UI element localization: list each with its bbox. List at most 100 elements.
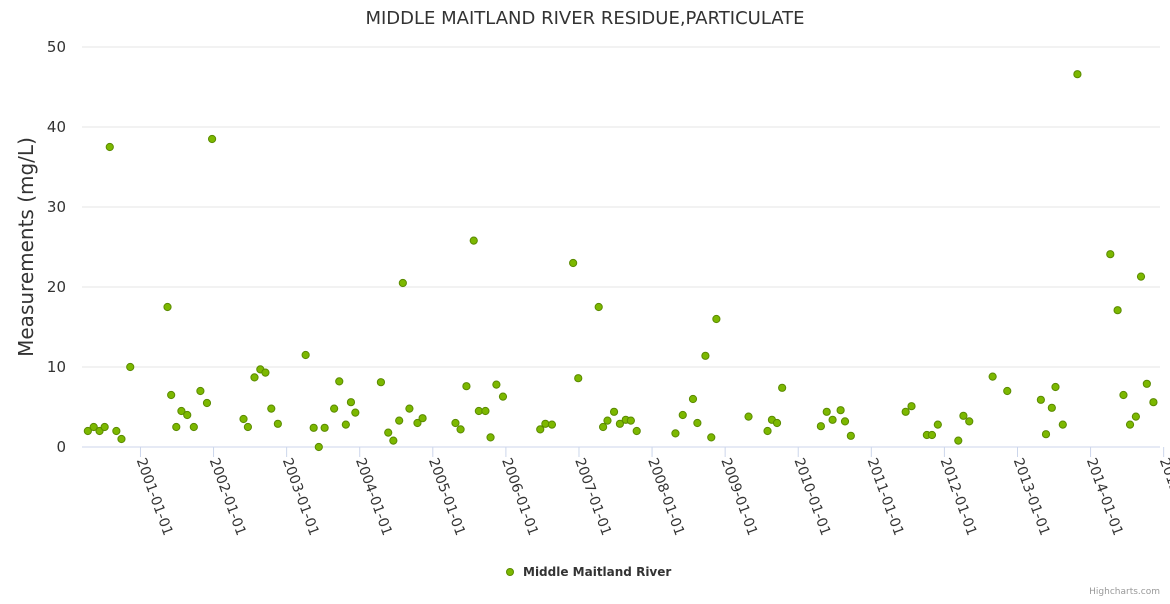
data-point[interactable]: [301, 350, 310, 360]
data-point[interactable]: [598, 422, 608, 432]
data-point[interactable]: [927, 430, 937, 440]
data-point[interactable]: [481, 406, 490, 416]
data-point[interactable]: [574, 374, 583, 383]
legend[interactable]: Middle Maitland River: [506, 565, 672, 579]
data-point[interactable]: [988, 372, 997, 381]
data-point[interactable]: [413, 418, 422, 428]
data-point[interactable]: [536, 425, 545, 434]
data-point[interactable]: [1106, 250, 1115, 259]
data-point[interactable]: [456, 425, 465, 434]
data-point[interactable]: [965, 417, 974, 426]
data-point[interactable]: [822, 407, 831, 416]
data-point[interactable]: [933, 420, 942, 429]
data-point[interactable]: [1003, 386, 1012, 396]
data-point[interactable]: [901, 407, 910, 416]
data-point[interactable]: [239, 414, 248, 424]
data-point[interactable]: [907, 402, 916, 411]
data-point[interactable]: [603, 416, 612, 425]
data-point[interactable]: [486, 433, 495, 442]
data-point[interactable]: [83, 426, 92, 436]
data-point[interactable]: [712, 314, 721, 324]
data-point[interactable]: [1041, 430, 1051, 439]
data-point[interactable]: [267, 404, 276, 413]
data-point[interactable]: [1142, 379, 1151, 388]
data-point[interactable]: [261, 368, 270, 377]
data-point[interactable]: [547, 420, 557, 429]
data-point[interactable]: [492, 380, 501, 389]
data-point[interactable]: [346, 398, 356, 407]
data-point[interactable]: [243, 422, 253, 432]
data-point[interactable]: [744, 412, 753, 421]
data-point[interactable]: [816, 422, 825, 431]
data-point[interactable]: [89, 422, 98, 432]
data-point[interactable]: [398, 278, 407, 288]
data-point[interactable]: [954, 436, 963, 445]
data-point[interactable]: [189, 422, 198, 432]
data-point[interactable]: [126, 362, 135, 372]
data-point[interactable]: [405, 404, 414, 413]
data-point[interactable]: [384, 428, 393, 437]
data-point[interactable]: [376, 378, 386, 387]
data-point[interactable]: [105, 142, 114, 152]
data-point[interactable]: [1136, 272, 1146, 281]
data-point[interactable]: [1073, 70, 1082, 79]
data-point[interactable]: [1051, 382, 1060, 392]
data-point[interactable]: [498, 392, 508, 401]
data-point[interactable]: [469, 236, 478, 245]
data-point[interactable]: [772, 418, 782, 428]
data-point[interactable]: [626, 416, 635, 425]
data-point[interactable]: [828, 415, 837, 424]
data-point[interactable]: [1131, 412, 1140, 421]
data-point[interactable]: [112, 426, 121, 436]
data-point[interactable]: [250, 373, 259, 382]
data-point[interactable]: [701, 351, 710, 360]
data-point[interactable]: [615, 419, 625, 428]
data-point[interactable]: [207, 134, 217, 144]
data-point[interactable]: [1058, 420, 1067, 429]
data-point[interactable]: [671, 429, 680, 438]
data-point[interactable]: [389, 436, 398, 445]
data-point[interactable]: [707, 433, 716, 442]
data-point[interactable]: [594, 302, 603, 312]
legend-marker[interactable]: [506, 568, 514, 576]
data-point[interactable]: [117, 434, 126, 444]
legend-label[interactable]: Middle Maitland River: [523, 565, 671, 579]
data-point[interactable]: [1036, 395, 1045, 404]
data-point[interactable]: [1047, 403, 1056, 412]
data-point[interactable]: [309, 423, 318, 432]
data-point[interactable]: [632, 426, 641, 436]
data-point[interactable]: [172, 422, 181, 432]
data-point[interactable]: [688, 394, 698, 404]
data-point[interactable]: [541, 419, 550, 428]
data-point[interactable]: [418, 414, 427, 423]
data-point[interactable]: [273, 419, 282, 428]
data-point[interactable]: [177, 406, 186, 416]
data-point[interactable]: [163, 302, 172, 312]
data-point[interactable]: [335, 377, 344, 386]
data-point[interactable]: [351, 408, 360, 417]
data-point[interactable]: [202, 398, 212, 408]
data-point[interactable]: [763, 426, 772, 436]
data-point[interactable]: [609, 407, 619, 416]
data-point[interactable]: [314, 442, 323, 452]
data-point[interactable]: [778, 383, 787, 392]
data-point[interactable]: [100, 422, 109, 432]
data-point[interactable]: [341, 420, 350, 429]
data-point[interactable]: [395, 416, 404, 425]
data-point[interactable]: [183, 410, 192, 420]
data-point[interactable]: [678, 410, 687, 420]
data-point[interactable]: [196, 386, 205, 396]
data-point[interactable]: [1149, 398, 1158, 407]
data-point[interactable]: [320, 423, 329, 432]
credits-link[interactable]: Highcharts.com: [1089, 587, 1160, 597]
data-point[interactable]: [959, 411, 968, 420]
data-point[interactable]: [462, 382, 471, 391]
data-point[interactable]: [693, 418, 702, 428]
data-point[interactable]: [836, 406, 845, 415]
data-point[interactable]: [846, 431, 855, 440]
data-point[interactable]: [167, 390, 176, 400]
data-point[interactable]: [1113, 306, 1122, 315]
data-point[interactable]: [1125, 420, 1135, 429]
data-point[interactable]: [451, 418, 460, 428]
data-point[interactable]: [330, 404, 339, 413]
